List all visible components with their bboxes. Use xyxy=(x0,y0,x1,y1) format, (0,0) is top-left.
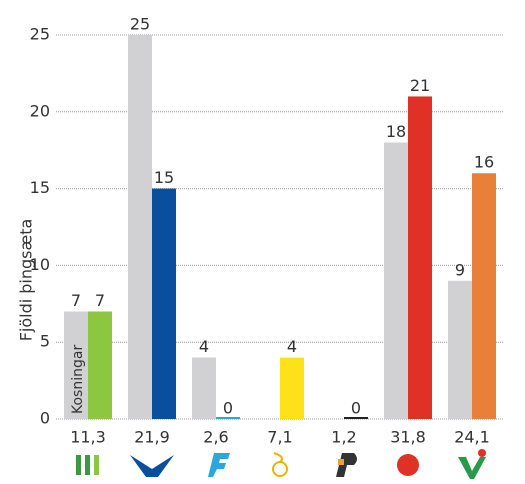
bar xyxy=(472,173,496,419)
x-tick-label: 11,3 xyxy=(70,428,106,447)
y-tick-label: 25 xyxy=(30,25,50,44)
x-tick-label: 24,1 xyxy=(454,428,490,447)
y-tick-label: 0 xyxy=(40,409,50,428)
bar xyxy=(408,96,432,419)
value-label: 4 xyxy=(199,337,209,356)
x-tick-label: 21,9 xyxy=(134,428,170,447)
x-tick-label: 7,1 xyxy=(267,428,292,447)
bar xyxy=(448,280,472,419)
y-tick-label: 20 xyxy=(30,101,50,120)
bar xyxy=(192,357,216,419)
value-label: 16 xyxy=(474,153,494,172)
y-axis-label: Fjöldi þingsæta xyxy=(17,219,36,342)
value-label: 0 xyxy=(351,399,361,418)
value-label: 25 xyxy=(130,15,150,34)
value-label: 15 xyxy=(154,168,174,187)
bar xyxy=(152,188,176,419)
icon xyxy=(76,455,99,475)
value-label: 4 xyxy=(287,337,297,356)
icon xyxy=(458,449,486,479)
x-tick-label: 2,6 xyxy=(203,428,228,447)
value-label: 0 xyxy=(223,399,233,418)
party-icons xyxy=(76,449,486,479)
bar xyxy=(88,311,112,419)
value-label: 21 xyxy=(410,76,430,95)
x-tick-label: 1,2 xyxy=(331,428,356,447)
bar xyxy=(344,417,368,419)
y-tick-label: 5 xyxy=(40,332,50,351)
icon xyxy=(130,455,174,477)
y-tick-label: 15 xyxy=(30,178,50,197)
bar xyxy=(64,311,88,419)
legend-label: Kosningar xyxy=(70,345,86,414)
icon xyxy=(397,454,419,476)
x-tick-label: 31,8 xyxy=(390,428,426,447)
icon xyxy=(336,453,357,477)
icon xyxy=(208,453,230,477)
y-tick-label: 10 xyxy=(30,255,50,274)
icon xyxy=(272,452,288,477)
bar xyxy=(384,142,408,419)
value-label: 9 xyxy=(455,260,465,279)
value-label: 18 xyxy=(386,122,406,141)
bar xyxy=(280,357,304,419)
value-label: 7 xyxy=(95,291,105,310)
bar xyxy=(128,35,152,419)
value-label: 7 xyxy=(71,291,81,310)
bar xyxy=(216,417,240,419)
